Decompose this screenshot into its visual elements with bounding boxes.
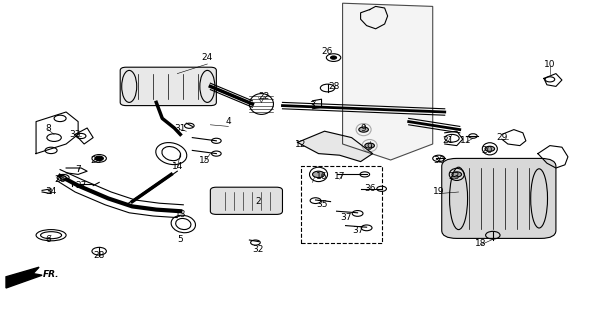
- Text: 11: 11: [460, 136, 472, 145]
- Text: 21: 21: [442, 136, 453, 145]
- Text: 15: 15: [198, 156, 210, 164]
- Circle shape: [452, 172, 462, 177]
- Circle shape: [95, 156, 103, 161]
- Text: 14: 14: [172, 162, 183, 171]
- Text: 20: 20: [481, 146, 492, 155]
- Text: 4: 4: [225, 117, 231, 126]
- Text: 26: 26: [55, 175, 66, 184]
- Text: 22: 22: [259, 92, 270, 100]
- Text: 7: 7: [75, 165, 81, 174]
- Text: 13: 13: [174, 210, 186, 219]
- Polygon shape: [297, 131, 373, 162]
- Circle shape: [331, 56, 337, 59]
- Text: 27: 27: [76, 181, 87, 190]
- Text: FR.: FR.: [43, 270, 59, 279]
- Circle shape: [359, 127, 368, 132]
- Text: 12: 12: [295, 140, 306, 148]
- Text: 31: 31: [174, 124, 186, 132]
- Text: 9: 9: [367, 143, 373, 152]
- FancyBboxPatch shape: [442, 158, 556, 238]
- Text: 26: 26: [322, 47, 333, 56]
- Text: 23: 23: [448, 172, 459, 180]
- Text: 37: 37: [340, 213, 352, 222]
- Text: 5: 5: [177, 236, 183, 244]
- Polygon shape: [343, 3, 433, 160]
- Text: 35: 35: [316, 200, 328, 209]
- Circle shape: [60, 176, 66, 179]
- Circle shape: [313, 171, 325, 178]
- Text: 29: 29: [496, 133, 507, 142]
- Text: 36: 36: [364, 184, 376, 193]
- Text: 32: 32: [253, 245, 264, 254]
- Text: 24: 24: [202, 53, 213, 62]
- Circle shape: [365, 143, 374, 148]
- Text: 9: 9: [361, 124, 367, 132]
- Text: 10: 10: [544, 60, 556, 68]
- Circle shape: [485, 146, 495, 151]
- Polygon shape: [6, 267, 42, 288]
- Bar: [300, 166, 382, 243]
- FancyBboxPatch shape: [210, 187, 282, 214]
- Text: 18: 18: [475, 239, 487, 248]
- Text: 34: 34: [46, 188, 56, 196]
- Text: 16: 16: [316, 172, 328, 180]
- Text: 2: 2: [255, 197, 261, 206]
- Text: 28: 28: [94, 252, 105, 260]
- Text: 19: 19: [433, 188, 445, 196]
- FancyBboxPatch shape: [120, 67, 216, 106]
- Text: 3: 3: [310, 101, 316, 110]
- Text: 30: 30: [433, 156, 445, 164]
- Text: 28: 28: [328, 82, 339, 91]
- Text: 6: 6: [45, 236, 51, 244]
- Text: 17: 17: [334, 172, 346, 180]
- Text: 8: 8: [45, 124, 51, 132]
- Text: 33: 33: [69, 130, 81, 139]
- Text: 37: 37: [352, 226, 364, 235]
- Text: 25: 25: [91, 156, 102, 164]
